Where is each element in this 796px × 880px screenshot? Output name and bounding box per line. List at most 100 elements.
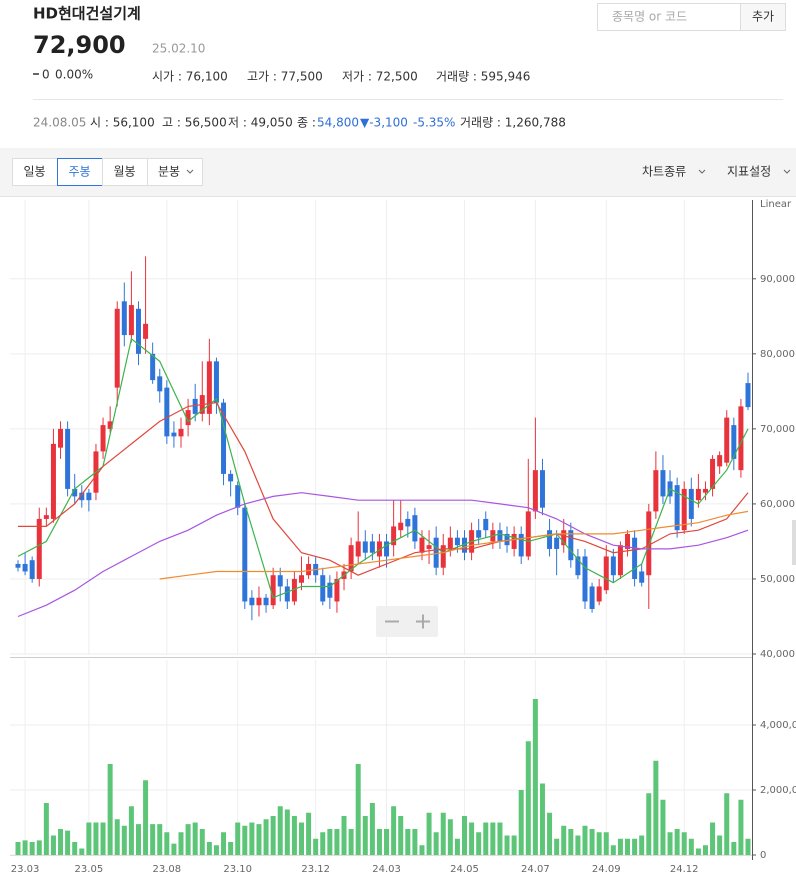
volume-bar bbox=[36, 840, 42, 855]
candle-body bbox=[15, 563, 21, 568]
volume-bar bbox=[504, 835, 510, 855]
zoom-control[interactable] bbox=[376, 606, 438, 637]
price-change: 0 bbox=[42, 68, 50, 82]
candle-body bbox=[497, 530, 503, 542]
x-tick-label: 23.05 bbox=[75, 864, 104, 875]
candle-body bbox=[695, 488, 701, 501]
candle-body bbox=[235, 485, 241, 508]
candle-body bbox=[228, 473, 234, 482]
y-tick-label: 80,000 bbox=[760, 349, 795, 360]
x-tick-label: 23.08 bbox=[153, 864, 182, 875]
candle-body bbox=[36, 518, 42, 579]
candle-body bbox=[306, 563, 312, 576]
volume-bar bbox=[391, 806, 397, 855]
volume-bar bbox=[107, 764, 113, 855]
volume-bar bbox=[192, 822, 198, 855]
period-label: 분봉 bbox=[158, 165, 180, 179]
volume-bar bbox=[589, 829, 595, 855]
volume-bar bbox=[298, 822, 304, 855]
candle-body bbox=[249, 597, 255, 606]
moving-average bbox=[18, 401, 749, 576]
candle-body bbox=[29, 560, 35, 579]
x-tick-label: 23.10 bbox=[223, 864, 252, 875]
candle-body bbox=[178, 428, 184, 437]
volume-bar bbox=[320, 832, 326, 855]
volume-bar bbox=[228, 842, 234, 855]
volume-tick-label: 0 bbox=[760, 850, 766, 861]
candle-body bbox=[674, 485, 680, 531]
candle-body bbox=[582, 556, 588, 602]
candle-body bbox=[532, 470, 538, 512]
candle-body bbox=[263, 597, 269, 606]
x-tick-label: 24.09 bbox=[592, 864, 621, 875]
candle-body bbox=[79, 492, 85, 501]
volume-bar bbox=[462, 816, 468, 855]
volume-bar bbox=[270, 816, 276, 855]
chart-type-button[interactable]: 차트종류 bbox=[642, 165, 686, 179]
period-button[interactable] bbox=[147, 158, 203, 186]
volume-bar bbox=[554, 838, 560, 855]
volume-bar bbox=[398, 816, 404, 855]
candle-body bbox=[50, 443, 56, 519]
volume-bar bbox=[327, 829, 333, 855]
candle-body bbox=[284, 586, 290, 602]
volume-bar bbox=[171, 843, 177, 855]
indicator-button[interactable]: 지표설정 bbox=[727, 165, 771, 179]
volume-tick-label: 2,000,000 bbox=[760, 785, 796, 796]
volume-bar bbox=[405, 829, 411, 855]
candle-body bbox=[143, 323, 149, 339]
candle-body bbox=[405, 518, 411, 527]
candle-body bbox=[171, 432, 177, 437]
volume-bar bbox=[242, 825, 248, 855]
candle-body bbox=[100, 425, 106, 452]
volume-bar bbox=[419, 845, 425, 855]
candle-body bbox=[150, 353, 156, 381]
volume-bar bbox=[306, 812, 312, 855]
candle-body bbox=[625, 533, 631, 549]
volume-bar bbox=[547, 812, 553, 855]
scroll-handle[interactable] bbox=[792, 520, 796, 565]
candle-body bbox=[398, 522, 404, 531]
volume-bar bbox=[539, 783, 545, 855]
price-change-rate: 0.00% bbox=[55, 68, 93, 82]
candle-body bbox=[185, 410, 191, 426]
candle-body bbox=[610, 556, 616, 576]
candle-body bbox=[327, 582, 333, 598]
volume-bar bbox=[221, 832, 227, 855]
summary-high: 고 : 56,500 bbox=[162, 116, 227, 130]
volume-bar bbox=[43, 803, 49, 855]
add-button-label: 추가 bbox=[752, 10, 774, 24]
volume-bar bbox=[717, 835, 723, 855]
y-tick-label: 50,000 bbox=[760, 574, 795, 585]
candle-body bbox=[511, 533, 517, 549]
period-label: 월봉 bbox=[113, 165, 135, 179]
candle-body bbox=[646, 511, 652, 576]
volume-bar bbox=[490, 822, 496, 855]
volume-bar bbox=[341, 816, 347, 855]
candle-body bbox=[589, 586, 595, 609]
candle-body bbox=[114, 308, 120, 388]
candle-body bbox=[596, 586, 602, 602]
period-button[interactable] bbox=[57, 158, 103, 186]
price-date: 25.02.10 bbox=[152, 42, 205, 56]
candle-body bbox=[717, 455, 723, 467]
period-button[interactable] bbox=[102, 158, 148, 186]
candle-body bbox=[561, 530, 567, 546]
candle-body bbox=[192, 398, 198, 414]
volume-bar bbox=[284, 809, 290, 855]
stock-price: 72,900 bbox=[33, 31, 126, 59]
moving-average bbox=[17, 337, 749, 599]
volume-bar bbox=[157, 824, 163, 855]
summary-change-rate: -5.35% bbox=[413, 116, 455, 130]
volume-bar bbox=[454, 838, 460, 855]
volume-bar bbox=[603, 832, 609, 855]
volume-bar bbox=[596, 832, 602, 855]
volume-bar bbox=[646, 793, 652, 855]
stat-high: 고가 : 77,500 bbox=[247, 70, 323, 84]
candle-body bbox=[440, 545, 446, 568]
volume-bar bbox=[568, 829, 574, 855]
volume-bar bbox=[575, 835, 581, 855]
add-button[interactable] bbox=[740, 3, 786, 31]
